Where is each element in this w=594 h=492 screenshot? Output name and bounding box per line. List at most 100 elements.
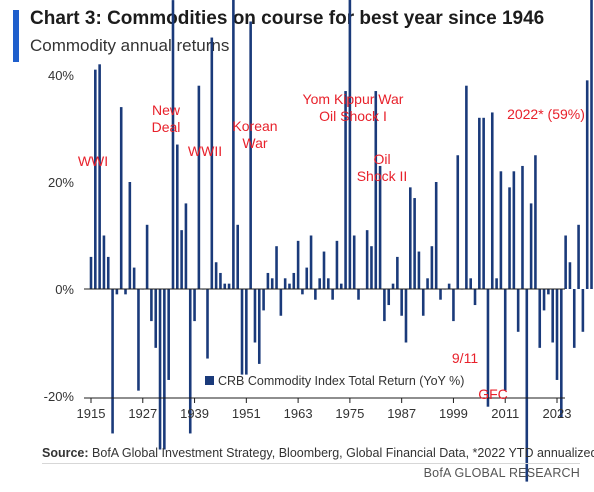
bar-1990 — [413, 198, 416, 289]
bar-1925 — [132, 267, 136, 289]
bar-2010 — [499, 171, 503, 289]
bar-1953 — [253, 289, 257, 343]
bar-1970 — [327, 278, 330, 289]
bar-2022 — [551, 289, 554, 343]
bar-2017 — [529, 203, 533, 289]
bar-2006 — [482, 117, 485, 289]
bar-2011 — [503, 289, 507, 391]
bar-1916 — [94, 69, 97, 290]
bar-2026 — [568, 262, 572, 289]
bar-2015 — [521, 165, 524, 289]
bar-2023 — [555, 289, 559, 380]
y-tick-label: 20% — [48, 175, 74, 190]
bar-1989 — [409, 187, 412, 289]
bar-1999 — [452, 289, 455, 322]
x-tick-label: 1999 — [439, 406, 468, 421]
x-tick-label: 2023 — [543, 406, 572, 421]
bar-1943 — [210, 37, 214, 289]
bar-1974 — [344, 91, 347, 289]
bar-2012 — [508, 187, 511, 289]
annotation-label: WWII — [188, 143, 222, 159]
bar-1981 — [374, 91, 378, 289]
bar-1964 — [301, 289, 304, 295]
bar-1994 — [430, 246, 434, 289]
bar-1915 — [89, 256, 93, 289]
bar-2013 — [512, 171, 516, 289]
bar-1928 — [145, 224, 149, 289]
bar-2008 — [490, 112, 494, 289]
annotation-label: 9/11 — [452, 350, 478, 366]
bar-1955 — [262, 289, 265, 311]
bar-2018 — [534, 155, 537, 289]
brand-label: BofA GLOBAL RESEARCH — [423, 466, 580, 480]
legend-label: CRB Commodity Index Total Return (YoY %) — [218, 374, 464, 388]
bar-2024 — [560, 289, 563, 418]
y-tick-label: 0% — [55, 282, 74, 297]
y-tick-label: -20% — [44, 389, 75, 404]
bar-1956 — [266, 272, 270, 289]
bar-2007 — [486, 289, 490, 407]
bar-2029 — [581, 289, 585, 332]
bar-1931 — [158, 289, 162, 450]
bar-1938 — [188, 289, 192, 434]
bar-2014 — [516, 289, 520, 332]
bar-1983 — [383, 289, 386, 322]
bar-1919 — [106, 256, 110, 289]
bar-2004 — [473, 289, 477, 306]
x-tick-label: 2011 — [491, 406, 519, 421]
bar-1975 — [348, 0, 352, 289]
x-tick-label: 1987 — [387, 406, 416, 421]
title-accent-bar — [13, 10, 19, 62]
bar-1960 — [283, 278, 287, 289]
bar-1961 — [288, 283, 291, 289]
bar-1954 — [257, 289, 261, 364]
bar-1951 — [245, 289, 248, 375]
bar-1949 — [236, 224, 239, 289]
bar-2027 — [572, 289, 576, 348]
annotation-label: Korean War — [232, 118, 277, 151]
bar-1918 — [102, 235, 106, 289]
bars-group — [89, 0, 593, 482]
bar-2028 — [577, 224, 580, 289]
bar-1939 — [193, 289, 196, 322]
bar-1993 — [426, 278, 429, 289]
bar-1935 — [176, 144, 179, 289]
bar-2021 — [547, 289, 550, 295]
bar-1948 — [232, 0, 235, 289]
legend: CRB Commodity Index Total Return (YoY %) — [205, 374, 464, 388]
bar-1973 — [339, 283, 343, 289]
x-tick-label: 1975 — [335, 406, 364, 421]
bar-1979 — [365, 230, 369, 289]
bar-1977 — [357, 289, 360, 300]
bar-1969 — [322, 251, 326, 289]
bar-1944 — [214, 262, 218, 289]
bar-1945 — [219, 272, 222, 289]
bar-1984 — [387, 289, 391, 306]
source-text: BofA Global Investment Strategy, Bloombe… — [92, 446, 594, 460]
bar-1965 — [305, 267, 309, 289]
chart-subtitle: Commodity annual returns — [30, 36, 230, 55]
x-tick-label: 1951 — [232, 406, 261, 421]
bar-1987 — [400, 289, 403, 316]
bar-1926 — [137, 289, 140, 391]
bar-1937 — [184, 203, 188, 289]
bar-1929 — [150, 289, 153, 322]
bar-1940 — [197, 85, 201, 289]
bar-1958 — [275, 246, 278, 289]
bar-2002 — [465, 85, 468, 289]
bar-1972 — [335, 240, 339, 289]
annotation-label: New Deal — [152, 102, 181, 135]
annotations-group: WWI New Deal WWII Korean War Yom Kippur War Oil… — [78, 91, 585, 402]
bar-2020 — [542, 289, 546, 311]
bar-2031 — [590, 0, 593, 289]
bar-1991 — [417, 251, 421, 289]
bar-1950 — [240, 289, 244, 375]
annotation-label: Oil Shock II — [357, 151, 408, 184]
bar-1933 — [167, 289, 170, 380]
legend-swatch — [205, 376, 214, 385]
bar-1932 — [163, 289, 166, 450]
bar-2000 — [456, 155, 460, 289]
bar-1963 — [296, 240, 300, 289]
bar-2005 — [478, 117, 481, 289]
bar-2016 — [525, 289, 529, 482]
